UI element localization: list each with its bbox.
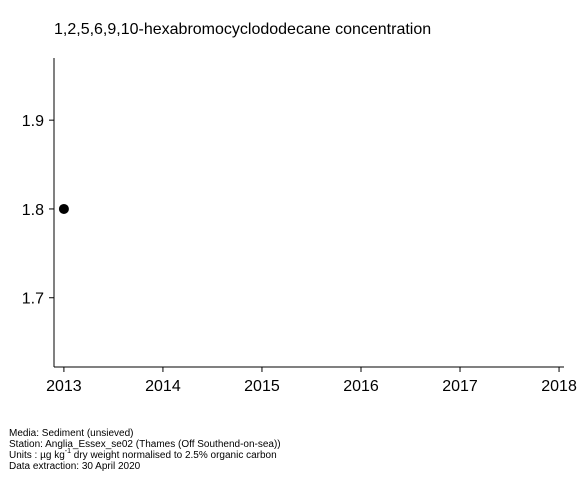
x-tick-label: 2013 <box>46 378 82 395</box>
y-tick-label: 1.8 <box>22 202 44 219</box>
x-ticks: 2013 2014 2015 2016 2017 2018 <box>46 367 577 395</box>
footer-units-prefix: Units : µg kg <box>9 450 65 461</box>
x-tick-label: 2018 <box>541 378 577 395</box>
data-points <box>58 203 69 214</box>
y-tick-label: 1.7 <box>22 291 44 308</box>
footer-units-suffix: dry weight normalised to 2.5% organic ca… <box>71 450 277 461</box>
chart-footer: Media: Sediment (unsieved) Station: Angl… <box>9 428 281 472</box>
footer-units: Units : µg kg-1 dry weight normalised to… <box>9 447 281 461</box>
y-tick-label: 1.9 <box>22 113 44 130</box>
data-point <box>58 203 69 214</box>
footer-media: Media: Sediment (unsieved) <box>9 428 134 439</box>
x-tick-label: 2014 <box>145 378 181 395</box>
footer-extraction: Data extraction: 30 April 2020 <box>9 461 141 472</box>
y-ticks: 1.7 1.8 1.9 <box>22 113 54 308</box>
chart-title: 1,2,5,6,9,10-hexabromocyclododecane conc… <box>54 21 431 38</box>
x-tick-label: 2017 <box>442 378 478 395</box>
x-tick-label: 2015 <box>244 378 280 395</box>
footer-units-sup: -1 <box>64 447 72 455</box>
x-tick-label: 2016 <box>343 378 379 395</box>
footer-station: Station: Anglia_Essex_se02 (Thames (Off … <box>9 439 281 450</box>
